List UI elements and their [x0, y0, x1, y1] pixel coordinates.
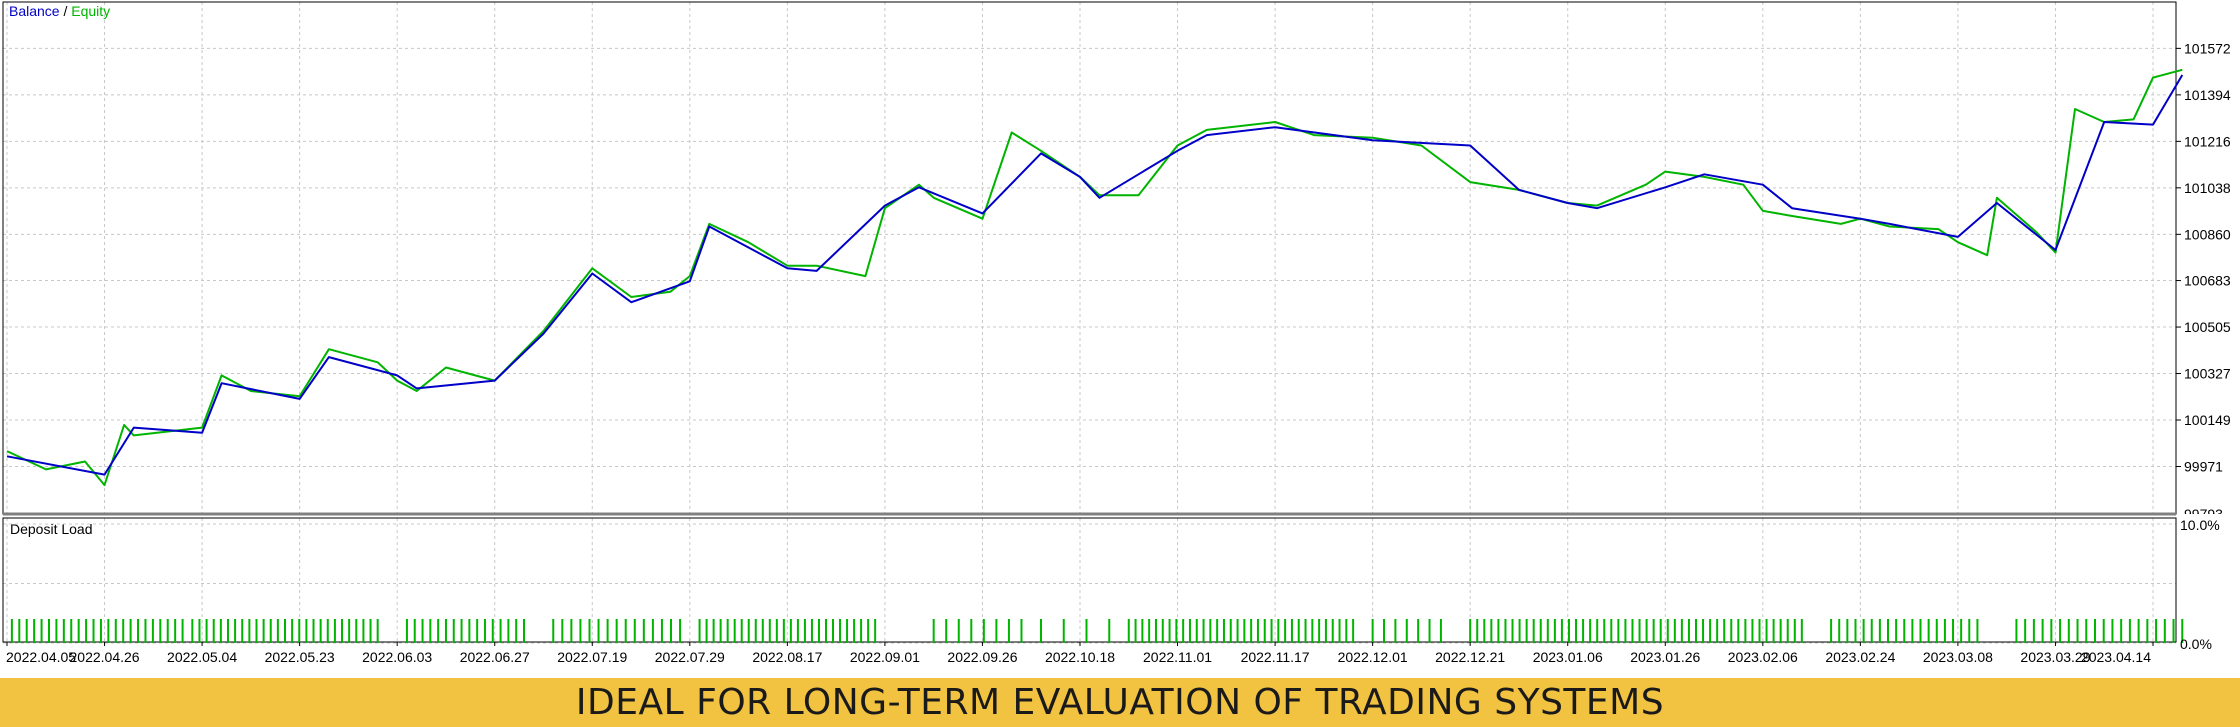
x-tick-label: 2022.06.03 — [362, 649, 432, 665]
x-tick-label: 2022.04.26 — [70, 649, 140, 665]
x-tick-label: 2022.09.01 — [850, 649, 920, 665]
legend-item: Balance — [9, 3, 60, 19]
y-tick-label: 101216 — [2184, 133, 2231, 149]
x-tick-label: 2022.07.29 — [655, 649, 725, 665]
balance-series-line — [6, 74, 2184, 476]
legend: Balance / Equity Deposit Load — [9, 3, 110, 537]
banner-text: IDEAL FOR LONG-TERM EVALUATION OF TRADIN… — [575, 682, 1665, 723]
y-tick-label: 100327 — [2184, 366, 2231, 382]
chart-area: 99971 100149 100327 100505 100683 100860 10103… — [2, 1, 2231, 665]
balance-equity-chart: 99971 100149 100327 100505 100683 100860 10103… — [2, 1, 2231, 665]
y-tick-label: 100149 — [2184, 412, 2231, 428]
x-tick-label: 2023.03.29 — [2020, 649, 2090, 665]
x-tick-label: 2023.04.14 — [2081, 649, 2151, 665]
promo-banner: IDEAL FOR LONG-TERM EVALUATION OF TRADIN… — [0, 678, 2240, 727]
main-plot-frame — [2, 1, 2177, 515]
x-tick-label: 2022.09.26 — [947, 649, 1017, 665]
equity-series-line — [6, 68, 2183, 487]
x-tick-label: 2022.06.27 — [460, 649, 530, 665]
x-tick-label: 2022.05.23 — [265, 649, 335, 665]
y-tick-label: 99971 — [2184, 459, 2223, 475]
legend-text: Balance / Equity — [9, 3, 110, 19]
y-tick-label: 100860 — [2184, 226, 2231, 242]
x-tick-label: 2022.12.01 — [1338, 649, 1408, 665]
x-tick-label: 2023.02.24 — [1825, 649, 1895, 665]
grid-lines — [3, 2, 2176, 644]
series-lines — [6, 68, 2184, 487]
load-y-label-bottom: 0.0% — [2180, 636, 2212, 652]
x-tick-label: 2022.11.17 — [1241, 649, 1310, 665]
y-tick-label-partial: 99793 — [2184, 506, 2223, 522]
load-y-label-top: 10.0% — [2180, 517, 2220, 533]
y-tick-label: 101572 — [2184, 40, 2231, 56]
y-tick-label: 100505 — [2184, 319, 2231, 335]
x-tick-label: 2022.11.01 — [1143, 649, 1212, 665]
x-tick-label: 2023.02.06 — [1728, 649, 1798, 665]
x-tick-label: 2023.01.06 — [1533, 649, 1603, 665]
legend-item: Equity — [67, 3, 110, 19]
y-tick-label: 100683 — [2184, 273, 2231, 289]
x-tick-label: 2022.08.17 — [752, 649, 822, 665]
x-tick-label: 2022.07.19 — [557, 649, 627, 665]
load-plot-frame — [2, 517, 2177, 643]
x-tick-label: 2022.10.18 — [1045, 649, 1115, 665]
x-tick-label: 2022.12.21 — [1435, 649, 1505, 665]
deposit-load-bars — [10, 619, 2184, 643]
plot-frames — [2, 1, 2177, 643]
load-pane-title: Deposit Load — [10, 521, 93, 537]
y-tick-label: 101038 — [2184, 180, 2231, 196]
legend-item: / — [60, 3, 68, 19]
x-tick-label: 2022.04.05 — [6, 649, 76, 665]
y-tick-label: 101394 — [2184, 87, 2231, 103]
x-tick-label: 2023.01.26 — [1630, 649, 1700, 665]
y-axis-labels: 99971 100149 100327 100505 100683 100860 10103… — [2176, 40, 2231, 652]
x-tick-label: 2022.05.04 — [167, 649, 237, 665]
x-tick-label: 2023.03.08 — [1923, 649, 1993, 665]
